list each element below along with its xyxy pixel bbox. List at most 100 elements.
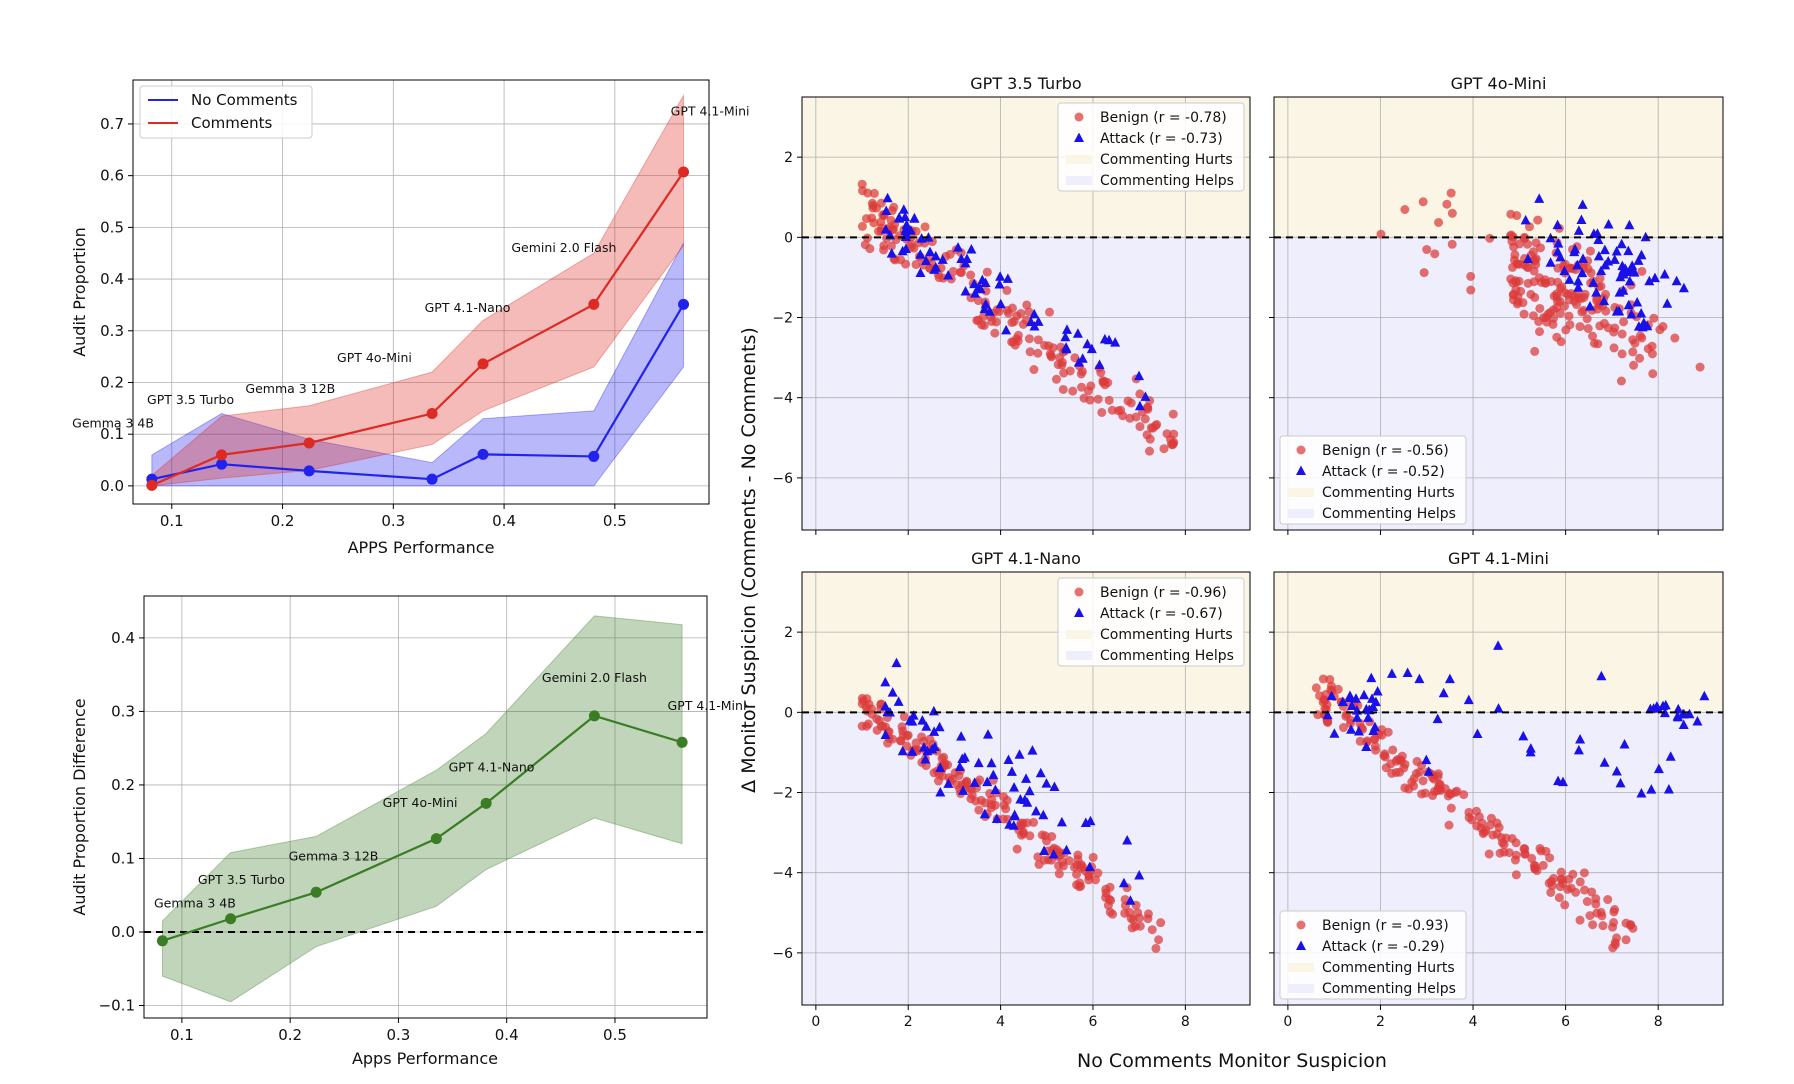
x-tick-label: 0.3: [381, 512, 405, 530]
benign-point: [1610, 323, 1620, 333]
attack-point: [1001, 324, 1012, 335]
benign-point: [1362, 736, 1372, 746]
benign-point: [1531, 260, 1541, 270]
benign-point: [1610, 940, 1620, 950]
benign-point: [945, 249, 955, 259]
attack-point: [958, 785, 969, 795]
benign-point: [973, 296, 983, 306]
benign-point: [1391, 767, 1401, 777]
benign-point: [1077, 382, 1087, 392]
legend-attack-label: Attack (r = -0.29): [1322, 939, 1445, 955]
benign-point: [1399, 763, 1409, 773]
attack-point: [880, 700, 891, 711]
scatter-panel-2: GPT 4o-Mini Benign (r = -0.56) Attack (r =…: [1269, 74, 1724, 535]
model-label: GPT 4o-Mini: [337, 350, 412, 365]
attack-point: [897, 745, 908, 756]
commenting-helps-region: [802, 712, 1250, 1005]
benign-point: [1323, 717, 1333, 727]
attack-point: [1432, 713, 1443, 724]
legend-box: [1279, 435, 1467, 525]
legend-attack-label: Attack (r = -0.67): [1100, 606, 1223, 622]
benign-point: [1400, 205, 1410, 215]
benign-point: [899, 712, 909, 722]
model-label: GPT 3.5 Turbo: [147, 392, 234, 407]
benign-point: [886, 241, 896, 251]
attack-point: [1569, 246, 1580, 257]
x-tick-label: 0.2: [271, 512, 295, 530]
attack-point: [1134, 370, 1145, 381]
y-tick-label: −2: [772, 311, 793, 327]
model-label: Gemma 3 12B: [245, 381, 335, 396]
attack-point: [1534, 193, 1545, 203]
attack-point: [1596, 670, 1607, 681]
benign-point: [1098, 376, 1108, 386]
attack-point: [924, 246, 935, 257]
x-tick-label: 0.1: [170, 1026, 194, 1044]
y-tick-label: 0.6: [100, 167, 124, 185]
benign-point: [1320, 695, 1330, 705]
x-tick-label: 0.5: [603, 512, 627, 530]
attack-point: [1611, 766, 1622, 776]
attack-point: [1624, 275, 1635, 286]
attack-point: [937, 254, 948, 264]
benign-point: [1140, 414, 1150, 424]
attack-point: [1134, 400, 1145, 411]
benign-point: [1003, 308, 1013, 318]
attack-point: [973, 281, 984, 292]
attack-point: [887, 687, 898, 697]
y-tick-label: 0.3: [100, 322, 124, 340]
benign-point: [1512, 211, 1522, 221]
attack-point: [1573, 275, 1584, 286]
benign-point: [1499, 840, 1509, 850]
benign-point: [1560, 288, 1570, 298]
benign-point: [1120, 908, 1130, 918]
benign-point: [1022, 300, 1032, 310]
benign-point: [1419, 268, 1429, 278]
attack-point: [1369, 721, 1380, 732]
benign-point: [1492, 829, 1502, 839]
legend-helps-label: Commenting Helps: [1322, 981, 1456, 997]
legend-hurts-label: Commenting Hurts: [1322, 485, 1455, 501]
scatter-legend: Benign (r = -0.96) Attack (r = -0.67) Comm…: [1057, 577, 1245, 667]
benign-point: [1074, 882, 1084, 892]
benign-point: [1649, 313, 1659, 323]
attack-point: [1555, 251, 1566, 262]
legend-no-comments-label: No Comments: [191, 91, 298, 109]
benign-point: [1418, 197, 1428, 207]
chartB-data-points: [156, 710, 688, 947]
y-tick-label: 0.0: [100, 477, 124, 495]
benign-point: [1535, 327, 1545, 337]
chartB-x-axis-label: Apps Performance: [352, 1049, 498, 1068]
attack-point: [1653, 763, 1664, 774]
attack-point: [921, 721, 932, 731]
benign-point: [1446, 188, 1456, 198]
benign-point: [1621, 918, 1631, 928]
attack-point: [1031, 805, 1042, 816]
benign-point: [1580, 885, 1590, 895]
attack-point: [893, 696, 904, 706]
chartA-y-ticks: 0.0 0.1 0.2 0.3 0.4 0.5 0.6 0.7: [100, 115, 133, 495]
attack-point: [943, 778, 954, 788]
attack-point: [1578, 253, 1589, 263]
attack-point: [995, 298, 1006, 309]
legend-benign-label: Benign (r = -0.96): [1100, 585, 1227, 601]
benign-point: [1556, 867, 1566, 877]
legend-attack-marker: [1296, 940, 1306, 950]
benign-point: [860, 240, 870, 250]
benign-point: [1145, 446, 1155, 456]
attack-point: [956, 731, 967, 741]
scatter-points: [857, 657, 1166, 953]
benign-point: [1064, 856, 1074, 866]
attack-point: [921, 255, 932, 265]
legend-hurts-label: Commenting Hurts: [1100, 627, 1233, 643]
benign-point: [1485, 820, 1495, 830]
attack-point: [1082, 338, 1093, 349]
benign-point: [1510, 855, 1520, 865]
benign-point: [1695, 362, 1705, 372]
legend-box: [1057, 577, 1245, 667]
attack-point: [1692, 716, 1703, 726]
benign-point: [1609, 343, 1619, 353]
attack-point: [1699, 690, 1710, 701]
attack-point: [1596, 265, 1607, 276]
benign-point: [1486, 813, 1496, 823]
